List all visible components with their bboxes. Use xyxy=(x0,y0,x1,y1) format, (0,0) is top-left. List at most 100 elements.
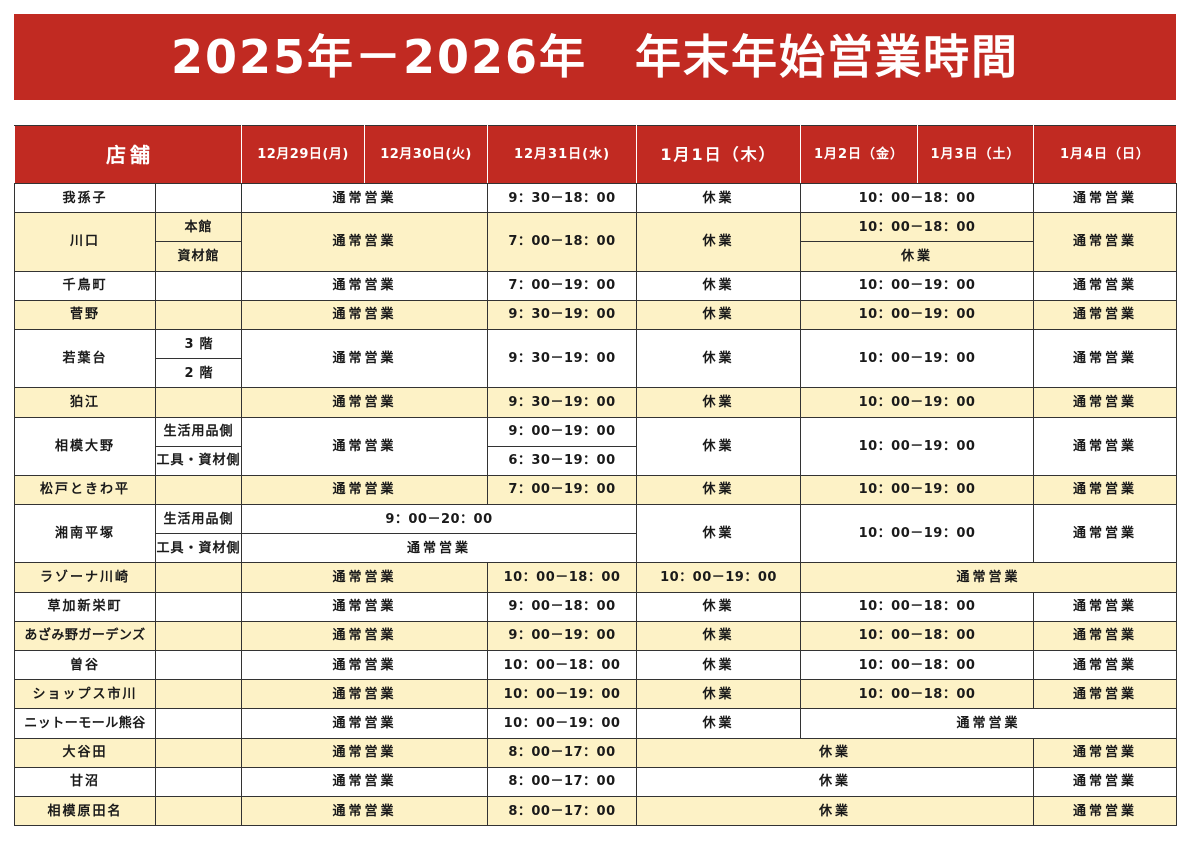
hours-dec31: 9：30－19：00 xyxy=(487,328,637,389)
hours-jan2-3: 10：00－19：00 xyxy=(800,299,1034,330)
hours-dec31: 10：00－19：00 xyxy=(487,708,637,739)
hours-jan4: 通常営業 xyxy=(1033,182,1177,214)
page-title: 2025年－2026年 年末年始営業時間 xyxy=(170,30,1020,84)
store-row: 曽谷 通常営業 10：00－18：00 休業 10：00－18：00 通常営業 xyxy=(14,649,1177,681)
store-sub-cell xyxy=(155,182,242,214)
hours-dec31: 9：30－19：00 xyxy=(487,387,637,418)
header-row: 店舗 12月29日(月) 12月30日(火) 12月31日(水) 1月1日（木）… xyxy=(14,125,1177,184)
hours-jan2-3: 10：00－19：00 xyxy=(800,328,1034,389)
hours-dec31: 7：00－19：00 xyxy=(487,270,637,301)
store-sub-cell xyxy=(155,562,242,593)
hours-jan2-4: 通常営業 xyxy=(800,708,1177,739)
header-store: 店舗 xyxy=(14,125,242,184)
hours-jan1: 休業 xyxy=(636,270,801,301)
hours-dec29-30: 通常営業 xyxy=(241,620,488,652)
store-sub-row: 資材館 休業 xyxy=(15,241,1177,272)
hours-jan1: 休業 xyxy=(636,299,801,330)
hours-dec29-30: 通常営業 xyxy=(241,562,488,593)
hours-jan1: 休業 xyxy=(636,328,801,389)
store-row: 相模大野 生活用品側 通常営業 9：00－19：00 休業 10：00－19：0… xyxy=(14,416,1177,476)
store-sub-row: 工具・資材側 6：30－19：00 xyxy=(15,445,1177,476)
store-name: ショップス市川 xyxy=(14,679,156,710)
hours-dec31: 9：00－18：00 xyxy=(487,591,637,622)
hours-dec29-30: 通常営業 xyxy=(241,474,488,506)
store-row: ショップス市川 通常営業 10：00－19：00 休業 10：00－18：00 … xyxy=(14,679,1177,710)
hours-jan4: 通常営業 xyxy=(1033,416,1177,476)
store-sub-cell xyxy=(155,708,242,739)
store-name: 菅野 xyxy=(14,299,156,330)
hours-jan4: 通常営業 xyxy=(1033,766,1177,797)
title-banner: 2025年－2026年 年末年始営業時間 xyxy=(14,14,1176,100)
store-row: 草加新栄町 通常営業 9：00－18：00 休業 10：00－18：00 通常営… xyxy=(14,591,1177,622)
hours-jan2-3: 10：00－19：00 xyxy=(800,387,1034,418)
hours-dec31: 8：00－17：00 xyxy=(487,766,637,797)
business-hours-table: 店舗 12月29日(月) 12月30日(火) 12月31日(水) 1月1日（木）… xyxy=(14,125,1177,827)
hours-jan4: 通常営業 xyxy=(1033,387,1177,418)
hours-jan2-3: 10：00－18：00 xyxy=(800,591,1034,622)
store-row: ラゾーナ川崎 通常営業 10：00－18：00 10：00－19：00 通常営業 xyxy=(14,562,1177,593)
store-name: 湘南平塚 xyxy=(14,504,156,564)
hours-jan1-3: 休業 xyxy=(636,795,1034,827)
store-row: 若葉台 3階 通常営業 9：30－19：00 休業 10：00－19：00 通常… xyxy=(14,328,1177,389)
store-row: 千鳥町 通常営業 7：00－19：00 休業 10：00－19：00 通常営業 xyxy=(14,270,1177,301)
hours-jan1: 10：00－19：00 xyxy=(636,562,801,593)
hours-dec29-30: 通常営業 xyxy=(241,299,488,330)
store-sub-cell xyxy=(155,270,242,301)
store-row: 湘南平塚 生活用品側 9：00－20：00 休業 10：00－19：00 通常営… xyxy=(14,504,1177,564)
hours-jan1: 休業 xyxy=(636,620,801,652)
store-row: 川口 本館 通常営業 7：00－18：00 休業 10：00－18：00 通常営… xyxy=(14,212,1177,272)
hours-dec29-31: 通常営業 xyxy=(241,533,637,564)
store-name: あざみ野ガーデンズ xyxy=(14,620,156,652)
hours-jan2-3: 10：00－19：00 xyxy=(800,504,1034,564)
hours-jan2-3: 10：00－18：00 xyxy=(800,649,1034,681)
store-sub-cell xyxy=(155,591,242,622)
hours-jan4: 通常営業 xyxy=(1033,679,1177,710)
store-sub-label: 資材館 xyxy=(155,241,242,272)
hours-jan1: 休業 xyxy=(636,591,801,622)
store-row: 菅野 通常営業 9：30－19：00 休業 10：00－19：00 通常営業 xyxy=(14,299,1177,330)
hours-jan4: 通常営業 xyxy=(1033,270,1177,301)
hours-jan1: 休業 xyxy=(636,679,801,710)
store-row: 相模原田名 通常営業 8：00－17：00 休業 通常営業 xyxy=(14,795,1177,827)
store-row: 我孫子 通常営業 9：30－18：00 休業 10：00－18：00 通常営業 xyxy=(14,182,1177,214)
hours-dec29-30: 通常営業 xyxy=(241,416,488,476)
hours-dec29-30: 通常営業 xyxy=(241,649,488,681)
store-sub-cell xyxy=(155,649,242,681)
hours-dec31: 7：00－19：00 xyxy=(487,474,637,506)
store-sub-label: 2階 xyxy=(155,358,242,389)
hours-dec29-30: 通常営業 xyxy=(241,737,488,768)
hours-jan4: 通常営業 xyxy=(1033,591,1177,622)
store-sub-label: 3階 xyxy=(155,328,242,360)
hours-jan1: 休業 xyxy=(636,474,801,506)
store-row: 松戸ときわ平 通常営業 7：00－19：00 休業 10：00－19：00 通常… xyxy=(14,474,1177,506)
store-name: 千鳥町 xyxy=(14,270,156,301)
header-date-jan3: 1月3日（土） xyxy=(917,125,1034,184)
hours-jan2-3: 10：00－18：00 xyxy=(800,182,1034,214)
hours-jan2-3: 10：00－19：00 xyxy=(800,474,1034,506)
store-name: 松戸ときわ平 xyxy=(14,474,156,506)
hours-dec29-31: 9：00－20：00 xyxy=(241,504,637,535)
hours-dec29-30: 通常営業 xyxy=(241,387,488,418)
hours-jan2-3: 10：00－19：00 xyxy=(800,270,1034,301)
hours-dec29-30: 通常営業 xyxy=(241,679,488,710)
hours-jan2-3: 休業 xyxy=(800,241,1034,272)
hours-jan4: 通常営業 xyxy=(1033,795,1177,827)
store-sub-cell xyxy=(155,299,242,330)
store-name: 曽谷 xyxy=(14,649,156,681)
hours-jan1: 休業 xyxy=(636,708,801,739)
hours-dec31: 9：00－19：00 xyxy=(487,416,637,447)
header-date-jan1: 1月1日（木） xyxy=(636,125,801,184)
store-row: あざみ野ガーデンズ 通常営業 9：00－19：00 休業 10：00－18：00… xyxy=(14,620,1177,652)
store-name: 相模原田名 xyxy=(14,795,156,827)
store-name: 相模大野 xyxy=(14,416,156,476)
store-sub-label: 本館 xyxy=(155,212,242,243)
hours-jan1: 休業 xyxy=(636,649,801,681)
hours-jan1: 休業 xyxy=(636,387,801,418)
hours-dec29-30: 通常営業 xyxy=(241,212,488,272)
hours-dec31: 8：00－17：00 xyxy=(487,795,637,827)
hours-dec31: 6：30－19：00 xyxy=(487,445,637,476)
store-sub-label: 生活用品側 xyxy=(155,416,242,447)
header-date-jan4: 1月4日（日） xyxy=(1033,125,1177,184)
hours-jan2-3: 10：00－18：00 xyxy=(800,679,1034,710)
hours-dec31: 10：00－19：00 xyxy=(487,679,637,710)
